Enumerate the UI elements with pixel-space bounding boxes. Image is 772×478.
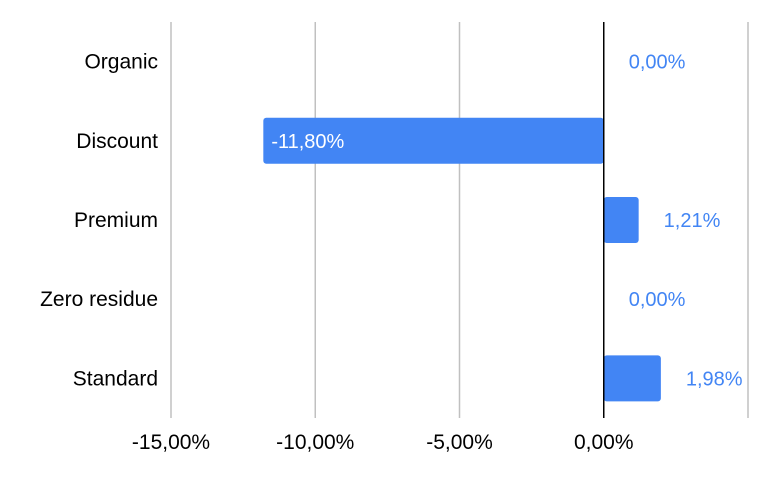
data-label: 0,00% [629, 52, 686, 74]
data-label: 0,00% [629, 289, 686, 311]
bar-premium [603, 197, 639, 243]
category-label: Discount [76, 130, 158, 153]
data-label: -11,80% [271, 131, 344, 153]
category-label: Organic [84, 51, 158, 74]
data-label: 1,98% [686, 368, 743, 390]
category-label: Zero residue [40, 288, 158, 311]
x-tick-label: 0,00% [574, 431, 634, 454]
category-label: Premium [74, 209, 158, 232]
data-labels: 0,00% -11,80% 1,21% 0,00% 1,98% [271, 52, 742, 391]
data-label: 1,21% [664, 210, 721, 232]
x-tick-label: -10,00% [276, 431, 354, 454]
gridlines [170, 22, 749, 418]
bar-standard [603, 355, 661, 402]
category-labels: Organic Discount Premium Zero residue Standa… [40, 51, 158, 391]
bar-discount [263, 117, 604, 164]
category-label: Standard [73, 367, 158, 390]
x-tick-label: -5,00% [426, 431, 493, 454]
bars [263, 117, 661, 402]
x-tick-labels: -15,00% -10,00% -5,00% 0,00% [132, 431, 634, 454]
x-tick-label: -15,00% [132, 431, 210, 454]
